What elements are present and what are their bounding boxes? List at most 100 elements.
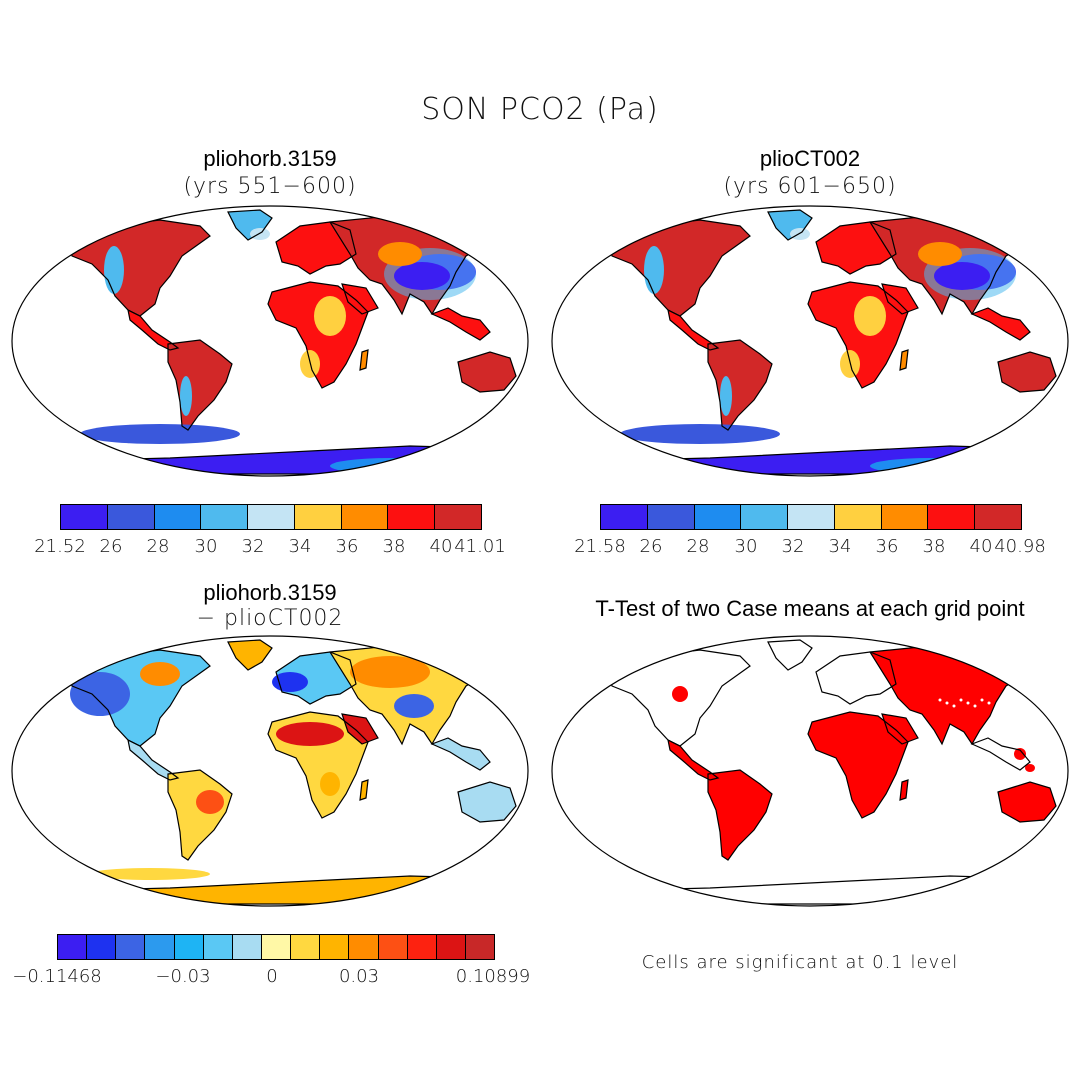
nonsignificant-cell <box>973 704 977 708</box>
coastline-madagascar <box>359 779 369 801</box>
field-region <box>918 242 962 266</box>
field-region <box>104 246 124 294</box>
nonsignificant-cell <box>945 701 949 705</box>
coastline-africa <box>267 281 369 389</box>
colorbar-tick-label: 30 <box>734 536 758 557</box>
land-arabia <box>882 284 918 314</box>
field-region <box>854 296 886 336</box>
plioct002-map <box>551 205 1069 477</box>
coastline-greenland <box>227 209 273 241</box>
land-camerica <box>668 740 718 780</box>
land-nz <box>1056 388 1064 404</box>
field-region <box>394 262 450 290</box>
coastline-namerica <box>69 649 211 747</box>
nonsignificant-cell <box>980 698 984 702</box>
land-australia <box>458 782 516 822</box>
nonsignificant-cell <box>1001 698 1005 702</box>
colorbar-tick-label: 38 <box>382 536 406 557</box>
land-seasia <box>432 738 490 770</box>
land-arabia <box>882 714 918 744</box>
colorbar-swatch <box>203 935 233 959</box>
field-region <box>934 262 990 290</box>
coastline-europe <box>275 221 357 275</box>
nonsignificant-cell <box>938 698 942 702</box>
land-seasia <box>432 308 490 340</box>
land-africa <box>808 712 908 818</box>
colorbar-swatch <box>435 505 482 529</box>
coastline-camerica <box>127 308 180 351</box>
colorbar-swatch <box>788 505 835 529</box>
colorbar-swatch <box>58 935 88 959</box>
land-nz <box>516 818 524 834</box>
coastline-nz <box>1055 816 1065 835</box>
field-region <box>720 376 732 416</box>
land-arabia <box>342 714 378 744</box>
colorbar-tick-label: 0.03 <box>338 966 380 987</box>
field-region <box>672 686 688 702</box>
field-region <box>644 246 664 294</box>
coastline-camerica <box>667 308 720 351</box>
colorbar-swatch <box>378 935 408 959</box>
nonsignificant-cell <box>966 701 970 705</box>
land-samerica <box>708 770 772 860</box>
colorbar-tick-label: 28 <box>686 536 710 557</box>
colorbar-swatch <box>291 935 321 959</box>
colorbar-swatch <box>174 935 204 959</box>
coastline-samerica <box>707 339 773 431</box>
colorbar-swatch <box>834 505 882 529</box>
colorbar-tick-label: 28 <box>146 536 170 557</box>
coastline-namerica <box>69 219 211 317</box>
land-seasia <box>972 308 1030 340</box>
colorbar-tick-label: 21.52 <box>34 536 86 557</box>
coastline-australia <box>997 781 1057 823</box>
coastline-greenland <box>767 209 813 241</box>
map-border <box>11 635 529 907</box>
colorbar-swatch <box>145 935 175 959</box>
land-arabia <box>342 284 378 314</box>
panel-1-title: pliohorb.3159 <box>203 146 337 171</box>
field-region <box>196 790 224 814</box>
coastline-arabia <box>341 713 379 745</box>
colorbar-tick-label: 34 <box>288 536 312 557</box>
coastline-africa <box>807 711 909 819</box>
colorbar-swatch <box>107 505 155 529</box>
colorbar-tick-label: 40.98 <box>994 536 1046 557</box>
panel-2-subtitle: (yrs 601−650) <box>723 174 897 199</box>
colorbar-swatch <box>694 505 742 529</box>
coastline-africa <box>807 281 909 389</box>
coastline-australia <box>457 351 517 393</box>
land-europe <box>816 222 896 274</box>
nonsignificant-cell <box>959 698 963 702</box>
panel-3-subtitle: − plioCT002 <box>196 606 344 631</box>
field-region <box>320 772 340 796</box>
field-region <box>70 672 130 716</box>
coastline-seasia <box>970 307 1031 341</box>
colorbar-tick-label: 30 <box>194 536 218 557</box>
land-namerica <box>70 220 210 316</box>
nonsignificant-cell <box>987 701 991 705</box>
colorbar-swatch <box>116 935 146 959</box>
colorbar-tick-label: 36 <box>335 536 359 557</box>
colorbar-1: 21.52 26 28 30 32 34 36 38 40 41.01 <box>34 504 506 557</box>
field-region <box>180 376 192 416</box>
colorbar-tick-label: 26 <box>639 536 663 557</box>
coastline-samerica <box>167 339 233 431</box>
coastline-seasia <box>970 737 1031 771</box>
colorbar-tick-label: 26 <box>99 536 123 557</box>
coastline-nz <box>515 816 525 835</box>
panel-2-title: plioCT002 <box>759 146 861 171</box>
coastline-madagascar <box>899 779 909 801</box>
colorbar-swatch <box>261 935 292 959</box>
colorbar-swatch <box>388 505 436 529</box>
land-camerica <box>128 310 178 350</box>
field-region <box>394 694 434 718</box>
colorbar-tick-label: 21.58 <box>574 536 626 557</box>
coastline-namerica <box>609 649 751 747</box>
pliohorb-map <box>11 205 529 477</box>
colorbar-swatch <box>232 935 262 959</box>
land-nz <box>516 388 524 404</box>
coastline-samerica <box>707 769 773 861</box>
colorbar-tick-label: 0 <box>266 966 278 987</box>
colorbar-swatch <box>647 505 695 529</box>
colorbar-swatch <box>154 505 202 529</box>
